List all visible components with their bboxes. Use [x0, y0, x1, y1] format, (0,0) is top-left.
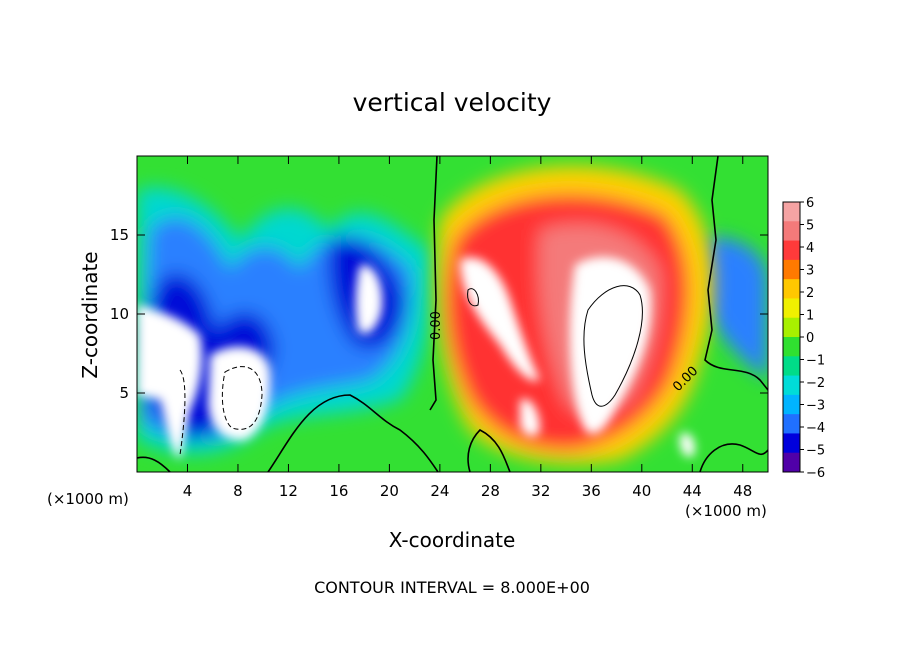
- colorbar-label: 3: [806, 264, 814, 279]
- colorbar-label: 4: [806, 241, 814, 256]
- colorbar-label: −4: [806, 421, 825, 436]
- colorbar-swatch: [783, 356, 800, 377]
- colorbar-label: 0: [806, 331, 814, 346]
- colorbar-swatch: [783, 279, 800, 299]
- x-tick-label: 36: [582, 482, 601, 500]
- colorbar-swatch: [783, 202, 800, 222]
- x-tick-label: 40: [632, 482, 651, 500]
- colorbar-label: −3: [806, 399, 825, 414]
- negative-contour-lines: [179, 366, 263, 456]
- colorbar-label: 2: [806, 286, 814, 301]
- x-tick-label: 4: [183, 482, 193, 500]
- colorbar-swatch: [783, 259, 800, 280]
- x-tick-label: 44: [683, 482, 702, 500]
- colorbar-label: −5: [806, 444, 825, 459]
- x-tick-label: 20: [380, 482, 399, 500]
- y-tick-label: 5: [119, 384, 129, 402]
- x-tick-label: 8: [233, 482, 243, 500]
- colorbar-swatch: [783, 414, 800, 434]
- x-tick-label: 32: [531, 482, 550, 500]
- colorbar-label: 1: [806, 309, 814, 324]
- colorbar-swatch: [783, 375, 800, 396]
- zero-contour-lines: [137, 156, 768, 472]
- y-tick-label: 10: [110, 305, 129, 323]
- colorbar-swatch: [783, 337, 800, 357]
- chart-title: vertical velocity: [352, 88, 552, 117]
- colorbar-swatch: [783, 221, 800, 242]
- colorbar-label: 5: [806, 219, 814, 234]
- contour-interval-note: CONTOUR INTERVAL = 8.000E+00: [314, 578, 590, 597]
- colorbar: 6 5 4 3 2 1 0 −1 −2 −3 −4 −5 −6: [782, 196, 825, 481]
- colorbar-swatch: [783, 240, 800, 261]
- x-tick-label: 24: [430, 482, 449, 500]
- x-tick-label: 12: [279, 482, 298, 500]
- positive-contour-lines: [467, 285, 643, 407]
- velocity-field: 0.00 0.00: [137, 156, 768, 472]
- x-tick-label: 16: [329, 482, 348, 500]
- colorbar-label: −1: [806, 354, 825, 369]
- contour-label: 0.00: [429, 311, 444, 340]
- y-tick-label: 15: [110, 226, 129, 244]
- colorbar-swatch: [783, 394, 800, 415]
- colorbar-swatch: [783, 298, 800, 319]
- x-tick-label: 28: [481, 482, 500, 500]
- x-unit-label-right: (×1000 m): [685, 502, 767, 520]
- colorbar-swatch: [783, 317, 800, 338]
- colorbar-label: −6: [806, 466, 825, 481]
- x-tick-label: 48: [733, 482, 752, 500]
- colorbar-label: −2: [806, 376, 825, 391]
- x-unit-label-left: (×1000 m): [47, 490, 129, 508]
- colorbar-swatch: [783, 452, 800, 473]
- y-axis: 5 10 15: [110, 226, 768, 402]
- x-axis-label: X-coordinate: [388, 528, 516, 552]
- x-axis: 4 8 12 16 20 24 28 32 36 40 44 48: [183, 156, 752, 500]
- colorbar-swatch: [783, 433, 800, 454]
- colorbar-label: 6: [806, 196, 814, 211]
